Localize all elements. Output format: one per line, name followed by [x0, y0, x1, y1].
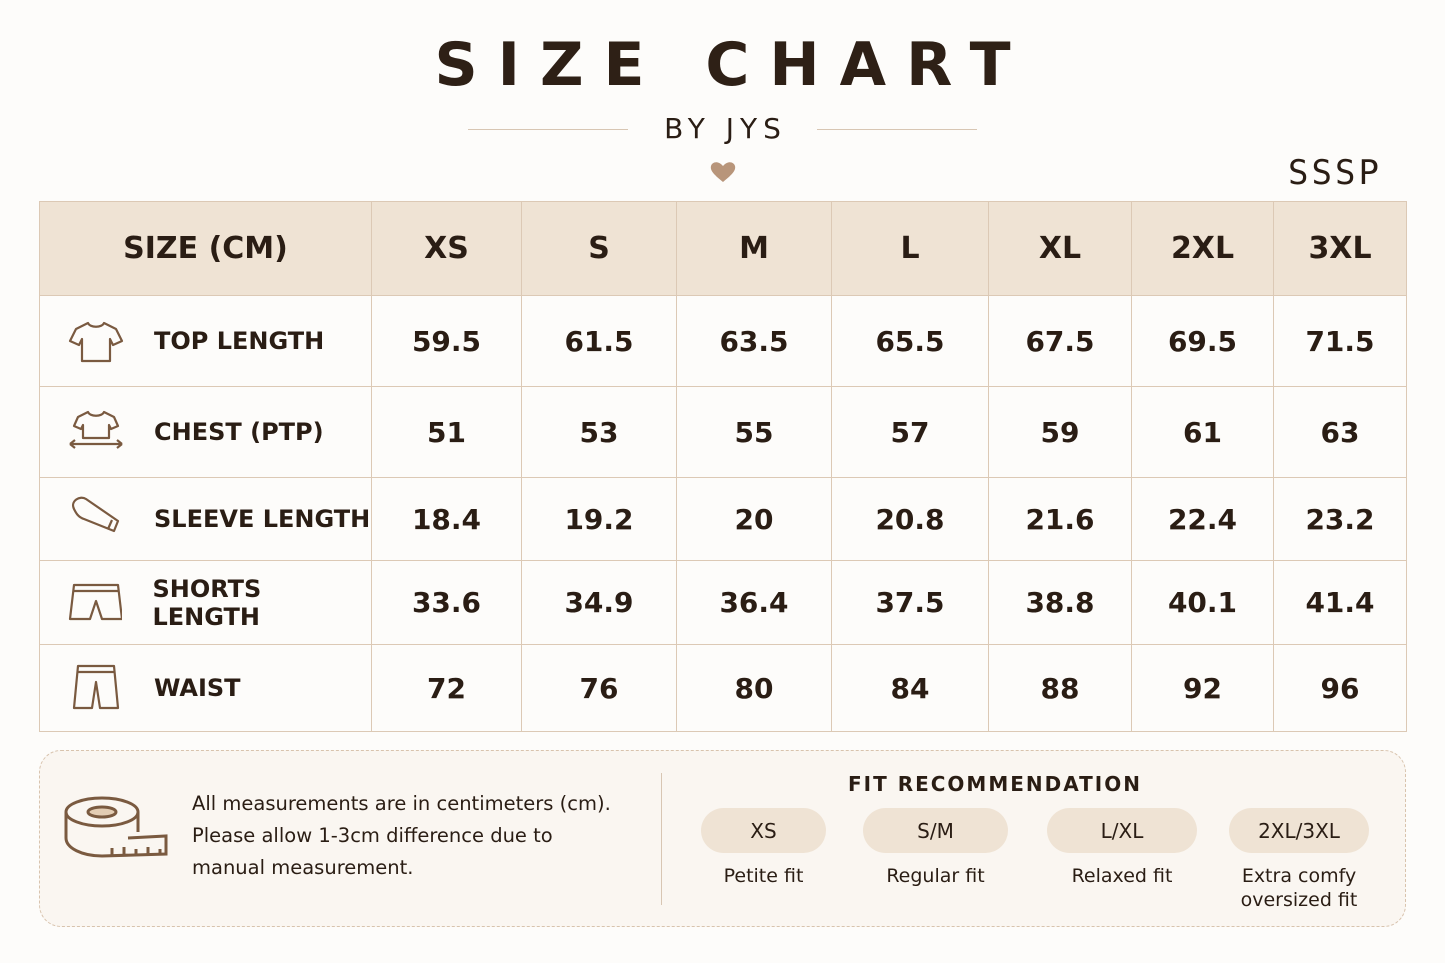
heart-icon: [710, 162, 736, 182]
row-icon: [69, 410, 123, 449]
row-label: CHEST (PTP): [39, 386, 372, 478]
fit-pill: S/M: [863, 808, 1008, 853]
table-row: WAIST 72 76 80 84 88 92 96: [39, 644, 1407, 732]
column-header: S: [521, 201, 677, 296]
label-text: SHORTS LENGTH: [152, 574, 262, 631]
cell-value: 67.5: [988, 295, 1132, 387]
cell-value: 92: [1131, 644, 1274, 732]
row-icon: [68, 583, 123, 620]
cell-value: 96: [1273, 644, 1407, 732]
table-row: SHORTS LENGTH 33.6 34.9 36.4 37.5 38.8 40.1 41.…: [39, 560, 1407, 645]
cell-value: 22.4: [1131, 477, 1274, 561]
cell-value: 34.9: [521, 560, 677, 645]
tape-icon: [64, 796, 168, 858]
label-wrap: WAIST: [40, 664, 371, 712]
fit-desc: Extra comfy oversized fit: [1240, 865, 1358, 911]
label-text: TOP LENGTH: [154, 327, 325, 355]
column-header: SIZE (CM): [39, 201, 372, 296]
header-row: SIZE (CM) XS S M L XL 2XL 3XL: [39, 201, 1407, 296]
label-text: WAIST: [154, 674, 241, 702]
cell-value: 20.8: [831, 477, 989, 561]
cell-value: 41.4: [1273, 560, 1407, 645]
cell-value: 76: [521, 644, 677, 732]
cell-value: 23.2: [1273, 477, 1407, 561]
cell-value: 61: [1131, 386, 1274, 478]
cell-value: 36.4: [676, 560, 832, 645]
fit-desc: Petite fit: [723, 865, 804, 887]
cell-value: 40.1: [1131, 560, 1274, 645]
cell-value: 18.4: [371, 477, 522, 561]
label-wrap: CHEST (PTP): [40, 408, 371, 456]
cell-value: 19.2: [521, 477, 677, 561]
cell-value: 59: [988, 386, 1132, 478]
size-table: SIZE (CM) XS S M L XL 2XL 3XL TOP LENGTH 59.5 61.…: [39, 201, 1407, 732]
cell-value: 88: [988, 644, 1132, 732]
row-label: WAIST: [39, 644, 372, 732]
cell-value: 80: [676, 644, 832, 732]
row-icon: [68, 321, 124, 363]
cell-value: 33.6: [371, 560, 522, 645]
cell-value: 20: [676, 477, 832, 561]
cell-value: 21.6: [988, 477, 1132, 561]
cell-value: 57: [831, 386, 989, 478]
label-text: SLEEVE LENGTH: [154, 505, 371, 533]
row-icon: [72, 664, 120, 710]
table-row: TOP LENGTH 59.5 61.5 63.5 65.5 67.5 69.5 71.5: [39, 295, 1407, 387]
row-icon: [72, 496, 120, 533]
cell-value: 59.5: [371, 295, 522, 387]
cell-value: 61.5: [521, 295, 677, 387]
row-label: TOP LENGTH: [39, 295, 372, 387]
subtitle: BY JYS: [664, 112, 787, 145]
fit-pill: XS: [701, 808, 826, 853]
rule: [468, 129, 628, 130]
cell-value: 71.5: [1273, 295, 1407, 387]
cell-value: 38.8: [988, 560, 1132, 645]
fit-title: FIT RECOMMENDATION: [847, 772, 1142, 796]
cell-value: 51: [371, 386, 522, 478]
divider: [661, 773, 662, 905]
rule: [817, 129, 977, 130]
fit-desc: Regular fit: [886, 865, 985, 887]
cell-value: 84: [831, 644, 989, 732]
note-line: manual measurement.: [192, 856, 414, 879]
column-header: 2XL: [1131, 201, 1274, 296]
row-label: SHORTS LENGTH: [39, 560, 372, 645]
column-header: 3XL: [1273, 201, 1407, 296]
column-header: L: [831, 201, 989, 296]
cell-value: 53: [521, 386, 677, 478]
label-wrap: TOP LENGTH: [40, 317, 371, 365]
fit-pill: 2XL/3XL: [1229, 808, 1369, 853]
cell-value: 72: [371, 644, 522, 732]
label-wrap: SHORTS LENGTH: [40, 575, 371, 631]
cell-value: 65.5: [831, 295, 989, 387]
cell-value: 63: [1273, 386, 1407, 478]
row-label: SLEEVE LENGTH: [39, 477, 372, 561]
cell-value: 63.5: [676, 295, 832, 387]
fit-desc: Relaxed fit: [1071, 865, 1173, 887]
cell-value: 69.5: [1131, 295, 1274, 387]
column-header: M: [676, 201, 832, 296]
table-row: CHEST (PTP) 51 53 55 57 59 61 63: [39, 386, 1407, 478]
column-header: XL: [988, 201, 1132, 296]
title: SIZE CHART: [434, 30, 1031, 100]
column-header: XS: [371, 201, 522, 296]
cell-value: 55: [676, 386, 832, 478]
table-row: SLEEVE LENGTH 18.4 19.2 20 20.8 21.6 22.4 23.2: [39, 477, 1407, 561]
brand: SSSP: [1288, 153, 1382, 193]
label-wrap: SLEEVE LENGTH: [40, 495, 371, 543]
fit-pill: L/XL: [1047, 808, 1197, 853]
note-line: All measurements are in centimeters (cm)…: [192, 792, 611, 815]
note-line: Please allow 1-3cm difference due to: [192, 824, 553, 847]
cell-value: 37.5: [831, 560, 989, 645]
label-text: CHEST (PTP): [154, 418, 324, 446]
